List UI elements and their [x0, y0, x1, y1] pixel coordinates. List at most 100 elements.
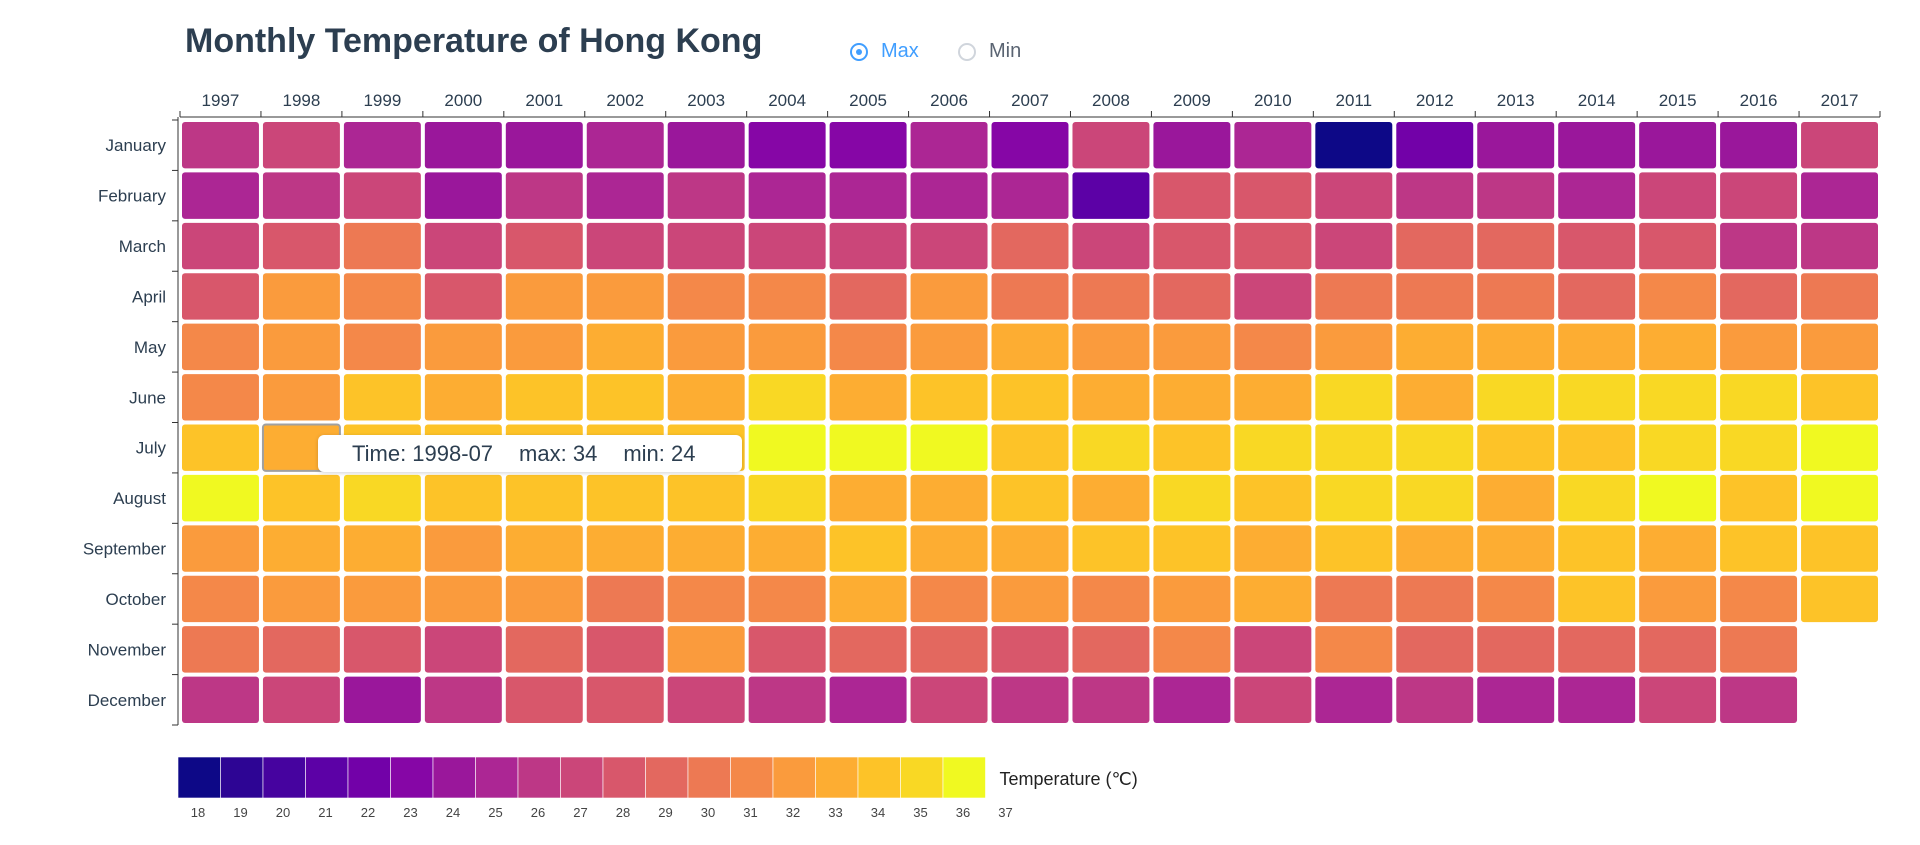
heatmap-cell[interactable]: [1639, 172, 1717, 219]
heatmap-cell[interactable]: [505, 273, 583, 320]
heatmap-cell[interactable]: [748, 575, 826, 623]
heatmap-cell[interactable]: [586, 626, 664, 673]
heatmap-cell[interactable]: [1234, 575, 1312, 623]
heatmap-cell[interactable]: [1639, 525, 1717, 572]
heatmap-cell[interactable]: [1396, 323, 1474, 371]
heatmap-cell[interactable]: [910, 374, 988, 421]
heatmap-cell[interactable]: [262, 676, 340, 723]
heatmap-cell[interactable]: [1558, 676, 1636, 723]
heatmap-cell[interactable]: [1396, 676, 1474, 723]
heatmap-cell[interactable]: [1315, 122, 1393, 169]
heatmap-cell[interactable]: [1153, 626, 1231, 673]
heatmap-cell[interactable]: [1153, 676, 1231, 723]
heatmap-cell[interactable]: [1639, 676, 1717, 723]
heatmap-cell[interactable]: [1639, 122, 1717, 169]
heatmap-cell[interactable]: [1234, 122, 1312, 169]
heatmap-cell[interactable]: [1477, 626, 1555, 673]
heatmap-cell[interactable]: [182, 172, 259, 219]
heatmap-cell[interactable]: [1477, 273, 1555, 320]
heatmap-cell[interactable]: [586, 575, 664, 623]
heatmap-cell[interactable]: [1801, 172, 1878, 219]
heatmap-cell[interactable]: [667, 525, 745, 572]
heatmap-cell[interactable]: [505, 525, 583, 572]
heatmap-cell[interactable]: [424, 525, 502, 572]
heatmap-cell[interactable]: [1315, 323, 1393, 371]
heatmap-cell[interactable]: [667, 575, 745, 623]
heatmap-cell[interactable]: [991, 374, 1069, 421]
heatmap-cell[interactable]: [262, 575, 340, 623]
heatmap-cell[interactable]: [1396, 626, 1474, 673]
heatmap-cell[interactable]: [1315, 424, 1393, 471]
heatmap-cell[interactable]: [1315, 575, 1393, 623]
heatmap-cell[interactable]: [748, 424, 826, 471]
heatmap-cell[interactable]: [1720, 676, 1798, 723]
heatmap-cell[interactable]: [343, 676, 421, 723]
heatmap-cell[interactable]: [1072, 122, 1150, 169]
heatmap-cell[interactable]: [182, 222, 259, 270]
heatmap-cell[interactable]: [182, 474, 259, 522]
heatmap-cell[interactable]: [586, 525, 664, 572]
heatmap-cell[interactable]: [829, 474, 907, 522]
heatmap-cell[interactable]: [748, 474, 826, 522]
heatmap-cell[interactable]: [182, 122, 259, 169]
heatmap-cell[interactable]: [1315, 222, 1393, 270]
heatmap-cell[interactable]: [1558, 575, 1636, 623]
heatmap-cell[interactable]: [1720, 222, 1798, 270]
heatmap-cell[interactable]: [910, 525, 988, 572]
heatmap-cell[interactable]: [667, 626, 745, 673]
heatmap-cell[interactable]: [1072, 172, 1150, 219]
heatmap-cell[interactable]: [343, 323, 421, 371]
heatmap-cell[interactable]: [343, 122, 421, 169]
heatmap-cell[interactable]: [1072, 676, 1150, 723]
heatmap-cell[interactable]: [991, 222, 1069, 270]
heatmap-cell[interactable]: [991, 172, 1069, 219]
heatmap-cell[interactable]: [505, 474, 583, 522]
heatmap-cell[interactable]: [748, 222, 826, 270]
heatmap-cell[interactable]: [1558, 525, 1636, 572]
heatmap-cell[interactable]: [505, 122, 583, 169]
heatmap-cell[interactable]: [1801, 273, 1878, 320]
heatmap-cell[interactable]: [1720, 626, 1798, 673]
heatmap-cell[interactable]: [910, 626, 988, 673]
min-radio[interactable]: Min: [958, 40, 1021, 63]
heatmap-cell[interactable]: [505, 374, 583, 421]
heatmap-cell[interactable]: [586, 374, 664, 421]
heatmap-cell[interactable]: [424, 676, 502, 723]
heatmap-cell[interactable]: [586, 474, 664, 522]
heatmap-cell[interactable]: [1801, 122, 1878, 169]
heatmap-cell[interactable]: [991, 676, 1069, 723]
heatmap-cell[interactable]: [1234, 626, 1312, 673]
heatmap-cell[interactable]: [505, 575, 583, 623]
heatmap-cell[interactable]: [424, 474, 502, 522]
heatmap-cell[interactable]: [424, 172, 502, 219]
heatmap-cell[interactable]: [1477, 474, 1555, 522]
heatmap-cell[interactable]: [829, 222, 907, 270]
heatmap-cell[interactable]: [829, 525, 907, 572]
heatmap-cell[interactable]: [1720, 323, 1798, 371]
heatmap-cell[interactable]: [910, 424, 988, 471]
heatmap-cell[interactable]: [829, 172, 907, 219]
heatmap-cell[interactable]: [262, 273, 340, 320]
heatmap-cell[interactable]: [1396, 374, 1474, 421]
heatmap-cell[interactable]: [1153, 222, 1231, 270]
heatmap-cell[interactable]: [1558, 323, 1636, 371]
heatmap-cell[interactable]: [1477, 172, 1555, 219]
heatmap-cell[interactable]: [829, 374, 907, 421]
heatmap-cell[interactable]: [1639, 374, 1717, 421]
heatmap-cell[interactable]: [910, 122, 988, 169]
heatmap-cell[interactable]: [505, 222, 583, 270]
heatmap-cell[interactable]: [1072, 575, 1150, 623]
heatmap-cell[interactable]: [1477, 222, 1555, 270]
heatmap-cell[interactable]: [910, 474, 988, 522]
heatmap-cell[interactable]: [1477, 323, 1555, 371]
heatmap-cell[interactable]: [1072, 525, 1150, 572]
heatmap-cell[interactable]: [910, 575, 988, 623]
heatmap-cell[interactable]: [586, 122, 664, 169]
heatmap-cell[interactable]: [1720, 122, 1798, 169]
heatmap-cell[interactable]: [343, 575, 421, 623]
heatmap-cell[interactable]: [1801, 575, 1878, 623]
heatmap-cell[interactable]: [829, 424, 907, 471]
heatmap-cell[interactable]: [910, 323, 988, 371]
heatmap-cell[interactable]: [829, 626, 907, 673]
heatmap-cell[interactable]: [1558, 374, 1636, 421]
